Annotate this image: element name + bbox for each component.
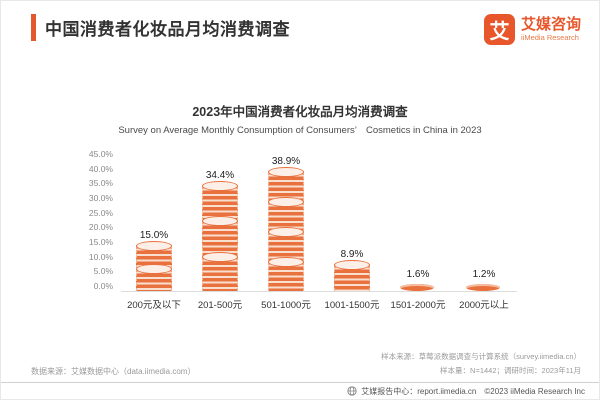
accent-bar [31, 14, 36, 41]
page-header: 中国消费者化妆品月均消费调查 艾 艾媒咨询 iiMedia Research [31, 14, 581, 45]
bar-value-label: 38.9% [271, 155, 301, 167]
coin-stack-bar [466, 284, 502, 291]
data-source-note: 数据来源：艾媒数据中心（data.iimedia.com） [31, 367, 196, 376]
chart-subtitle: Survey on Average Monthly Consumption of… [118, 125, 482, 136]
report-center-item: 艾媒报告中心：report.iimedia.cn [347, 386, 476, 397]
y-tick-label: 10.0% [88, 251, 113, 262]
coin-stack-bar [334, 259, 370, 291]
logo-name: 艾媒咨询 [520, 15, 581, 33]
iimedia-logo: 艾 艾媒咨询 iiMedia Research [483, 14, 581, 45]
y-tick-label: 0.0% [93, 280, 113, 291]
report-center-text: 艾媒报告中心：report.iimedia.cn [361, 386, 477, 396]
copyright-text: ©2023 iiMedia Research Inc [484, 386, 585, 396]
coin-stack-segment [136, 240, 172, 268]
bar-value-label: 8.9% [340, 248, 364, 260]
x-axis-label: 501-1000元 [261, 300, 311, 311]
y-tick-label: 45.0% [88, 149, 113, 159]
x-axis-label: 200元及以下 [127, 300, 181, 311]
bar-column: 1.2% [451, 153, 517, 291]
coin-stack-bar [400, 284, 436, 291]
y-tick-label: 15.0% [88, 236, 113, 247]
coin-stack-segment [268, 256, 304, 291]
x-axis-label: 2000元以上 [459, 300, 509, 311]
bar-column: 34.4% [187, 153, 253, 291]
y-tick-label: 35.0% [88, 178, 113, 189]
y-tick-label: 40.0% [88, 163, 113, 174]
logo-subname: iiMedia Research [520, 33, 579, 43]
sample-info-note: 样本量：N=1442；调研时间：2023年11月 [440, 365, 581, 375]
coin-stack-segment [268, 226, 304, 261]
x-axis-label: 201-500元 [197, 300, 243, 311]
x-axis-label: 1501-2000元 [390, 300, 446, 311]
coin-stack-bar [268, 166, 304, 291]
sample-source-note: 样本来源：草莓派数据调查与计算系统（survey.iimedia.cn） [381, 352, 581, 361]
bar-chart: 45.0% 40.0% 35.0% 30.0% 25.0% 20.0% 15.0% 10.0%… [79, 149, 517, 311]
page-footer: 艾媒报告中心：report.iimedia.cn ©2023 iiMedia R… [1, 382, 599, 399]
logo-text: 艾媒咨询 iiMedia Research [520, 15, 581, 43]
x-axis-labels: 200元及以下 201-500元 501-1000元 1001-1500元 1501-2… [121, 297, 517, 311]
source-notes: 数据来源：艾媒数据中心（data.iimedia.com） 样本来源：草莓派数据… [31, 350, 581, 377]
bar-column: 1.6% [385, 153, 451, 291]
y-tick-label: 5.0% [93, 266, 113, 277]
coin-stack-segment [268, 196, 304, 231]
y-tick-label: 20.0% [88, 222, 113, 233]
coin-stack-segment [136, 263, 172, 291]
coin-stack-bar [136, 240, 172, 291]
coin-stack-bar [202, 180, 238, 291]
bar-column: 38.9% [253, 153, 319, 291]
coin-stack-segment [202, 180, 238, 221]
bar-value-label: 1.2% [472, 269, 496, 280]
coin-disc [400, 284, 434, 291]
coin-stack-segment [202, 251, 238, 291]
plot-columns: 15.0% 34.4% 38.9% 8.9% 1.6% 1.2% [121, 153, 517, 292]
bar-value-label: 1.6% [406, 269, 430, 280]
sample-notes: 样本来源：草莓派数据调查与计算系统（survey.iimedia.cn） 样本量… [381, 350, 581, 377]
bar-column: 8.9% [319, 153, 385, 291]
y-axis: 45.0% 40.0% 35.0% 30.0% 25.0% 20.0% 15.0% 10.0%… [79, 149, 113, 291]
globe-icon [347, 386, 357, 396]
bar-value-label: 15.0% [139, 229, 169, 241]
coin-stack-segment [334, 259, 370, 291]
coin-stack-segment [202, 216, 238, 256]
coin-stack-segment [268, 166, 304, 201]
bar-column: 15.0% [121, 153, 187, 291]
page-title: 中国消费者化妆品月均消费调查 [45, 20, 290, 39]
x-axis-label: 1001-1500元 [324, 300, 380, 311]
bar-value-label: 34.4% [205, 169, 235, 181]
title-block: 中国消费者化妆品月均消费调查 [31, 14, 290, 41]
y-tick-label: 25.0% [88, 207, 113, 218]
iimedia-logo-icon: 艾 [483, 14, 515, 45]
coin-disc [466, 284, 500, 291]
chart-title: 2023年中国消费者化妆品月均消费调查 [192, 105, 408, 119]
y-tick-label: 30.0% [88, 192, 113, 203]
